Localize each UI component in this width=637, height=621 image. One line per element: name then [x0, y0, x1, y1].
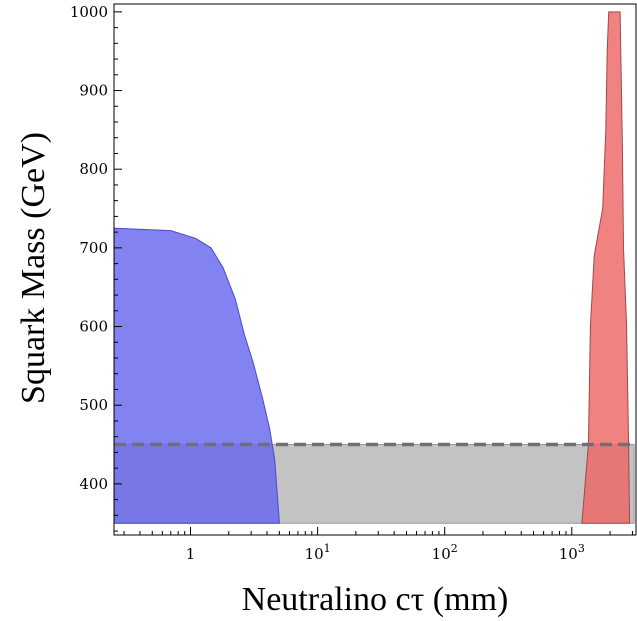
- x-tick-label: 103: [559, 542, 585, 563]
- y-tick-label: 400: [79, 475, 108, 493]
- y-tick-label: 500: [79, 396, 108, 414]
- y-tick-label: 1000: [70, 3, 108, 21]
- y-axis-title: Squark Mass (GeV): [15, 132, 52, 404]
- plot-border: [113, 3, 637, 536]
- x-tick-label: 102: [432, 542, 458, 563]
- y-axis: 400 500 600 700 800 900 1000: [70, 3, 122, 532]
- y-tick-label: 700: [79, 239, 108, 257]
- y-tick-label: 800: [79, 160, 108, 178]
- y-tick-label: 600: [79, 318, 108, 336]
- y-tick-label: 900: [79, 82, 108, 100]
- regions: [113, 11, 635, 524]
- x-tick-label: 101: [305, 542, 331, 563]
- x-axis-title: Neutralino cτ (mm): [242, 581, 509, 618]
- x-tick-label: 1: [186, 545, 196, 563]
- red-region: [581, 11, 631, 524]
- blue-region: [113, 227, 280, 524]
- x-axis: 1 101 102 103: [123, 527, 633, 563]
- plot-frame: [113, 3, 637, 536]
